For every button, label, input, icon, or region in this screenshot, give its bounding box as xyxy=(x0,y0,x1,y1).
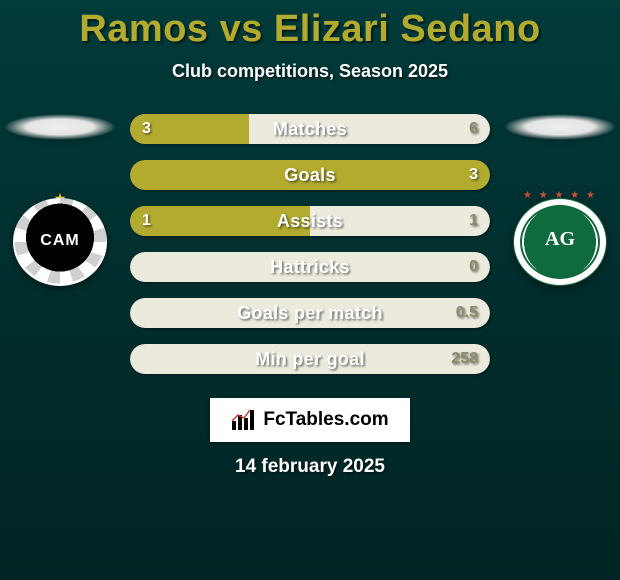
shadow-ellipse-right xyxy=(504,114,616,140)
stat-bar: Goals per match0.5 xyxy=(130,298,490,328)
match-date: 14 february 2025 xyxy=(0,456,620,478)
bar-fill-left xyxy=(130,114,249,144)
page-subtitle: Club competitions, Season 2025 xyxy=(0,61,620,82)
bar-track xyxy=(130,344,490,374)
crest-left-text: CAM xyxy=(13,232,107,250)
stat-bars: Matches36 Goals3 Assists11 Hattricks0 Goals … xyxy=(130,114,490,374)
stat-bar: Matches36 xyxy=(130,114,490,144)
bar-track xyxy=(130,160,490,190)
bar-track xyxy=(130,252,490,282)
stat-bar: Hattricks0 xyxy=(130,252,490,282)
bar-track xyxy=(130,298,490,328)
team-left: ★ CAM xyxy=(0,114,120,288)
crest-right-text: AG xyxy=(513,228,607,251)
comparison-stage: ★ CAM ★ ★ ★ ★ ★ AG Matches36 Goals3 Assist… xyxy=(0,114,620,384)
brand-bars-icon xyxy=(231,409,257,431)
brand-box: FcTables.com xyxy=(210,398,410,442)
team-right: ★ ★ ★ ★ ★ AG xyxy=(500,114,620,288)
shadow-ellipse-left xyxy=(4,114,116,140)
stat-bar: Goals3 xyxy=(130,160,490,190)
crest-left: ★ CAM xyxy=(13,198,107,288)
stat-bar: Assists11 xyxy=(130,206,490,236)
page-title: Ramos vs Elizari Sedano xyxy=(0,8,620,51)
crest-right: ★ ★ ★ ★ ★ AG xyxy=(513,198,607,288)
bar-fill-left xyxy=(130,206,310,236)
stat-bar: Min per goal258 xyxy=(130,344,490,374)
brand-text: FcTables.com xyxy=(263,409,388,431)
